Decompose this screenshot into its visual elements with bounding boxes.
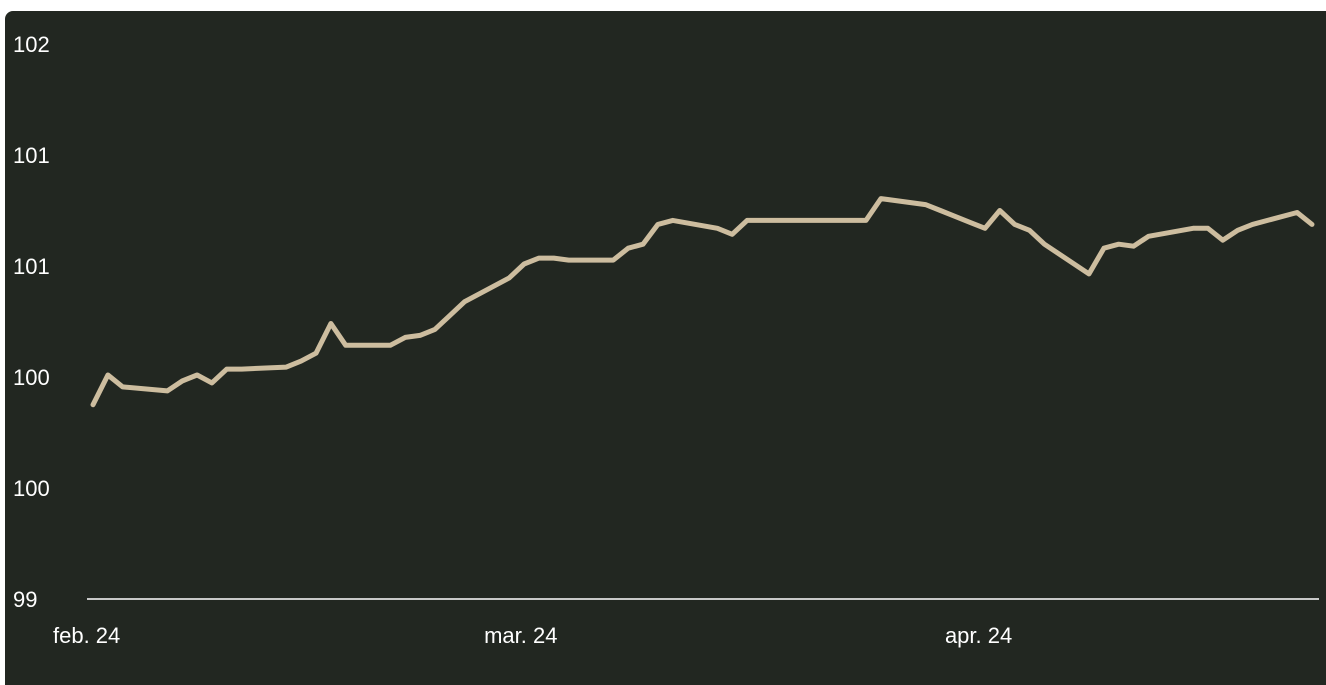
x-axis-tick-labels: feb. 24 mar. 24 apr. 24: [53, 623, 1012, 648]
x-tick-label: apr. 24: [945, 623, 1012, 648]
y-tick-label: 100: [13, 365, 50, 390]
y-tick-label: 100: [13, 476, 50, 501]
series-line: [90, 196, 1315, 408]
chart-panel: 99 100 100 101 101 102 feb. 24 mar. 24 apr. 24: [5, 11, 1326, 685]
y-tick-label: 99: [13, 587, 37, 612]
x-tick-label: mar. 24: [484, 623, 557, 648]
x-tick-label: feb. 24: [53, 623, 120, 648]
y-tick-label: 101: [13, 254, 50, 279]
line-chart: 99 100 100 101 101 102 feb. 24 mar. 24 apr. 24: [13, 32, 1319, 648]
y-axis-tick-labels: 99 100 100 101 101 102: [13, 32, 50, 612]
y-tick-label: 102: [13, 32, 50, 57]
y-tick-label: 101: [13, 143, 50, 168]
